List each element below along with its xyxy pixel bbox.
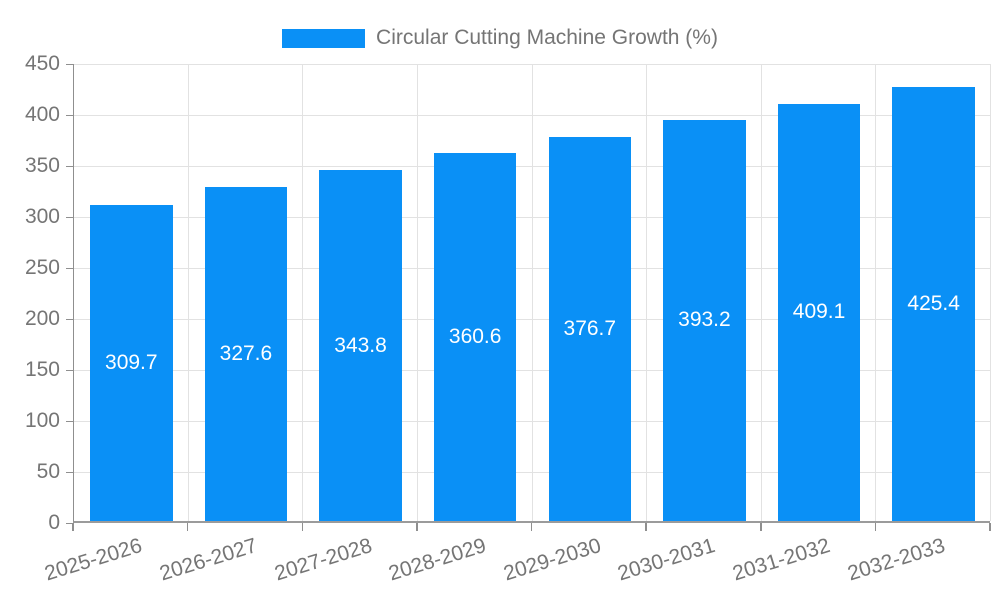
bar-2031-2032[interactable]: 409.1 xyxy=(777,103,861,521)
bar-value-label: 393.2 xyxy=(678,308,731,332)
x-axis-tick-label: 2031-2032 xyxy=(730,534,833,586)
y-axis-tick-label: 450 xyxy=(24,52,60,75)
y-axis-tick-mark xyxy=(66,216,73,218)
x-axis-tick-label: 2029-2030 xyxy=(500,534,604,586)
x-axis-tick-mark xyxy=(645,523,647,531)
y-axis-tick-label: 200 xyxy=(24,307,60,330)
gridline-vertical xyxy=(531,64,533,521)
bar-2030-2031[interactable]: 393.2 xyxy=(663,119,746,521)
gridline-vertical xyxy=(646,64,648,521)
x-axis-tick-mark xyxy=(301,523,303,531)
x-axis-tick-label: 2030-2031 xyxy=(615,534,719,586)
gridline-vertical xyxy=(187,64,189,521)
x-axis-tick-mark xyxy=(989,523,991,531)
x-axis-tick-mark xyxy=(530,523,533,531)
gridline-vertical xyxy=(990,64,991,521)
bar-2026-2027[interactable]: 327.6 xyxy=(204,186,288,521)
y-axis-tick-mark xyxy=(66,63,73,65)
x-axis-tick-mark xyxy=(416,523,418,531)
x-axis-tick-mark xyxy=(72,523,74,531)
legend-item[interactable]: Circular Cutting Machine Growth (%) xyxy=(0,20,1000,56)
y-axis-tick-mark xyxy=(66,267,73,269)
bar-2029-2030[interactable]: 376.7 xyxy=(548,136,632,521)
x-axis-tick-label: 2026-2027 xyxy=(156,534,260,586)
legend-color-swatch xyxy=(282,28,366,48)
bar-value-label: 425.4 xyxy=(907,292,960,316)
x-axis-tick-label: 2028-2029 xyxy=(386,534,489,586)
y-axis-tick-mark xyxy=(66,369,73,371)
x-axis-tick-mark xyxy=(760,523,762,531)
y-axis-tick-label: 100 xyxy=(24,409,60,432)
y-axis-tick-mark xyxy=(66,471,73,473)
y-axis-tick-label: 50 xyxy=(36,460,60,483)
y-axis-tick-label: 300 xyxy=(24,205,60,228)
y-axis-tick-label: 400 xyxy=(24,103,60,126)
y-axis-tick-mark xyxy=(66,522,73,524)
y-axis-tick-mark xyxy=(66,420,73,422)
gridline-vertical xyxy=(416,64,418,521)
y-axis-tick-mark xyxy=(66,165,73,167)
y-axis-tick-label: 250 xyxy=(24,256,60,279)
x-axis-tick-mark xyxy=(874,523,877,531)
y-axis-tick-label: 0 xyxy=(48,511,60,534)
bar-value-label: 327.6 xyxy=(219,341,273,365)
y-axis-tick-mark xyxy=(66,114,73,116)
y-axis-tick-mark xyxy=(66,318,73,320)
y-axis-tick-label: 350 xyxy=(24,154,60,177)
x-axis-tick-label: 2032-2033 xyxy=(844,534,948,586)
bar-value-label: 360.6 xyxy=(448,325,502,349)
y-axis-tick-label: 150 xyxy=(24,358,60,381)
x-axis-tick-label: 2027-2028 xyxy=(271,534,375,586)
gridline-vertical xyxy=(760,64,762,521)
x-axis-tick-mark xyxy=(186,523,189,531)
bar-value-label: 343.8 xyxy=(334,333,387,357)
plot-area: 309.7 327.6 343.8 360.6 376.7 393.2 409.1 425.4 xyxy=(73,64,991,523)
x-axis-tick-label: 2025-2026 xyxy=(42,534,146,586)
bar-2025-2026[interactable]: 309.7 xyxy=(90,205,173,521)
gridline-vertical xyxy=(302,64,304,521)
bar-value-label: 309.7 xyxy=(105,351,158,375)
bar-2027-2028[interactable]: 343.8 xyxy=(319,170,402,521)
bar-2032-2033[interactable]: 425.4 xyxy=(892,87,975,521)
bar-2028-2029[interactable]: 360.6 xyxy=(433,153,517,521)
gridline-vertical xyxy=(875,64,877,521)
bar-value-label: 376.7 xyxy=(563,316,617,340)
bar-value-label: 409.1 xyxy=(792,300,846,324)
legend-label: Circular Cutting Machine Growth (%) xyxy=(376,26,718,49)
